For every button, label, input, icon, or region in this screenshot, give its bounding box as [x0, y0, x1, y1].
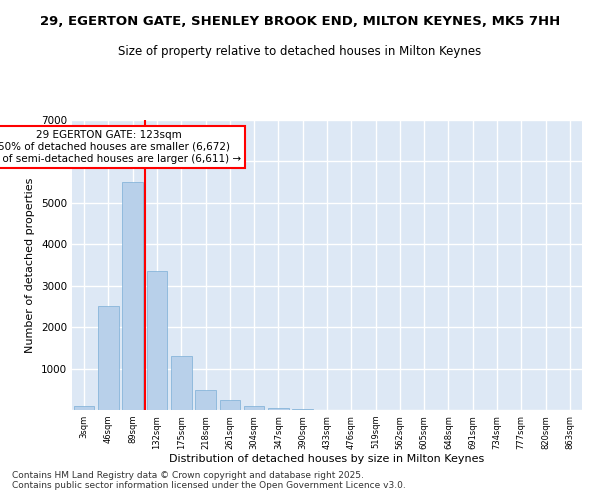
- Bar: [122, 182, 143, 410]
- Y-axis label: Number of detached properties: Number of detached properties: [25, 178, 35, 352]
- Bar: [171, 356, 191, 410]
- Text: 29, EGERTON GATE, SHENLEY BROOK END, MILTON KEYNES, MK5 7HH: 29, EGERTON GATE, SHENLEY BROOK END, MIL…: [40, 15, 560, 28]
- Bar: [195, 390, 216, 410]
- Text: Size of property relative to detached houses in Milton Keynes: Size of property relative to detached ho…: [118, 45, 482, 58]
- Bar: [268, 408, 289, 410]
- Bar: [244, 406, 265, 410]
- Bar: [146, 271, 167, 410]
- Bar: [98, 306, 119, 410]
- X-axis label: Distribution of detached houses by size in Milton Keynes: Distribution of detached houses by size …: [169, 454, 485, 464]
- Bar: [74, 406, 94, 410]
- Text: Contains HM Land Registry data © Crown copyright and database right 2025.
Contai: Contains HM Land Registry data © Crown c…: [12, 470, 406, 490]
- Bar: [220, 400, 240, 410]
- Bar: [292, 408, 313, 410]
- Text: 29 EGERTON GATE: 123sqm
← 50% of detached houses are smaller (6,672)
49% of semi: 29 EGERTON GATE: 123sqm ← 50% of detache…: [0, 130, 241, 164]
